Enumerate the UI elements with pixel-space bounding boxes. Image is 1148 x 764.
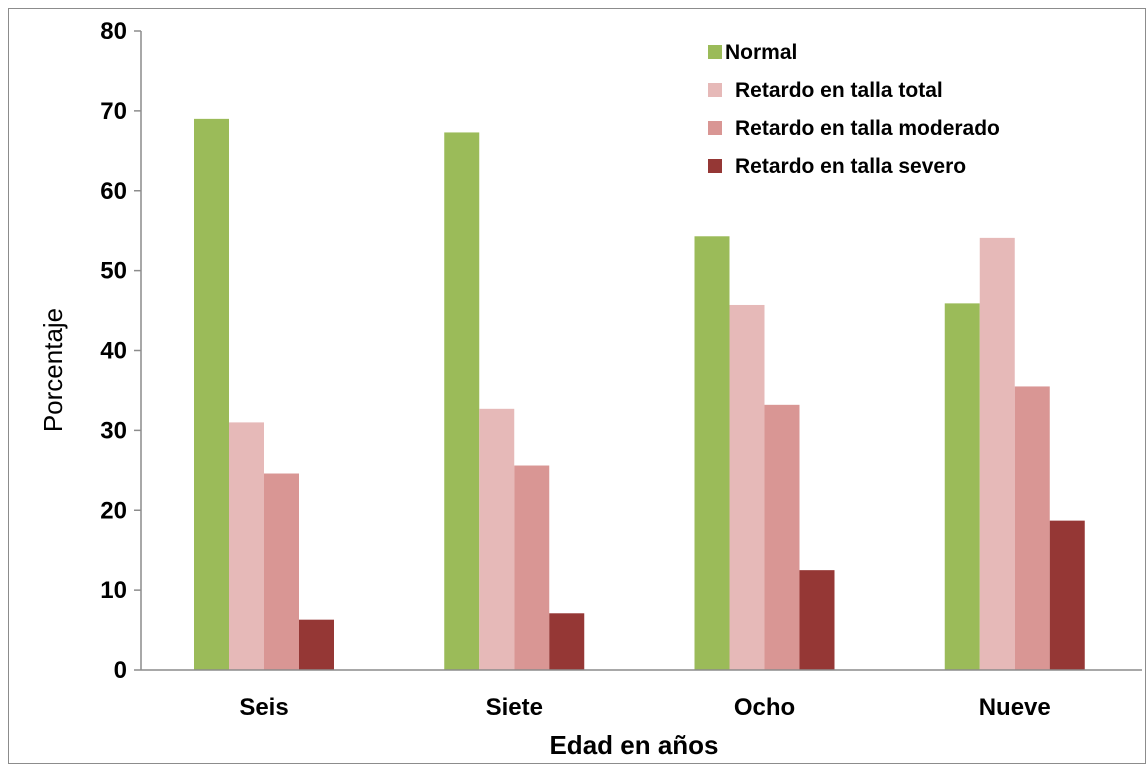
y-tick-label: 0 — [114, 657, 127, 684]
legend-swatch — [708, 159, 722, 173]
bar-retardo-en-talla-moderado-siete — [514, 465, 550, 670]
y-tick-label: 70 — [100, 98, 127, 125]
y-tick-label: 60 — [100, 178, 127, 205]
legend-label: Retardo en talla severo — [735, 155, 966, 178]
legend-label: Retardo en talla moderado — [735, 117, 1000, 140]
x-axis-title: Edad en años — [549, 730, 718, 759]
legend-label: Retardo en talla total — [735, 79, 943, 102]
legend: Normal Retardo en talla total Retardo en t… — [708, 41, 1000, 178]
x-ticks-group: Seis Siete Ocho Nueve — [239, 694, 1050, 721]
bar-retardo-en-talla-total-seis — [229, 422, 264, 670]
bar-retardo-en-talla-moderado-ocho — [764, 404, 800, 670]
y-tick-label: 20 — [100, 497, 127, 524]
y-tick-label: 50 — [100, 258, 127, 285]
bar-retardo-en-talla-severo-nueve — [1049, 520, 1085, 670]
legend-swatch — [708, 83, 722, 97]
bar-retardo-en-talla-severo-siete — [549, 613, 585, 670]
y-tick-label: 30 — [100, 417, 127, 444]
y-tick-label: 80 — [100, 18, 127, 45]
bar-normal-nueve — [944, 303, 980, 670]
legend-label: Normal — [725, 41, 797, 64]
bar-retardo-en-talla-moderado-nueve — [1014, 386, 1050, 670]
x-tick-label: Seis — [239, 694, 288, 721]
bar-retardo-en-talla-severo-ocho — [799, 570, 835, 670]
bar-retardo-en-talla-moderado-seis — [264, 473, 299, 670]
x-tick-label: Siete — [486, 694, 543, 721]
y-ticks-group: 0 10 20 30 40 50 60 70 80 — [100, 18, 141, 684]
legend-swatch — [708, 121, 722, 135]
bar-normal-ocho — [694, 236, 730, 670]
y-tick-label: 10 — [100, 577, 127, 604]
x-tick-label: Ocho — [734, 694, 795, 721]
bar-normal-seis — [194, 118, 229, 671]
x-tick-label: Nueve — [979, 694, 1051, 721]
bar-normal-siete — [444, 132, 480, 670]
bar-retardo-en-talla-total-siete — [479, 408, 515, 670]
legend-swatch — [708, 45, 722, 59]
bars-group — [194, 118, 1085, 671]
bar-retardo-en-talla-severo-seis — [299, 619, 334, 670]
y-tick-label: 40 — [100, 338, 127, 365]
bar-retardo-en-talla-total-nueve — [979, 237, 1015, 670]
bar-retardo-en-talla-total-ocho — [729, 304, 765, 670]
y-axis-title: Porcentaje — [38, 308, 68, 432]
